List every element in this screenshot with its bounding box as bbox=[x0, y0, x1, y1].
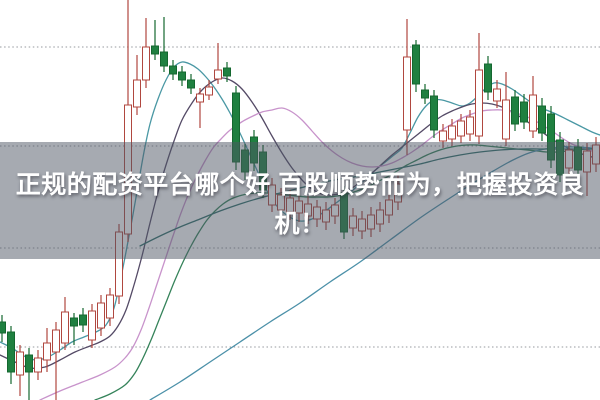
candle-up bbox=[43, 342, 51, 361]
candle-up bbox=[475, 69, 483, 137]
candle-down bbox=[151, 45, 159, 55]
candle-down bbox=[70, 317, 78, 327]
candle-up bbox=[16, 351, 24, 376]
candle-down bbox=[412, 44, 420, 85]
headline-line-1: 正规的配资平台哪个好 百股顺势而为，把握投资良 bbox=[15, 170, 585, 199]
candle-down bbox=[178, 71, 186, 81]
candle-up bbox=[142, 46, 150, 81]
headline-line-2: 机！ bbox=[274, 209, 326, 238]
candle-down bbox=[421, 89, 429, 99]
candle-up bbox=[88, 310, 96, 341]
candle-down bbox=[520, 101, 528, 123]
headline-overlay: 正规的配资平台哪个好 百股顺势而为，把握投资良 机！ bbox=[0, 142, 600, 259]
candle-up bbox=[457, 120, 465, 137]
candle-up bbox=[34, 357, 42, 373]
candle-down bbox=[430, 95, 438, 131]
candle-up bbox=[214, 69, 222, 80]
candle-up bbox=[106, 294, 114, 319]
candle-down bbox=[538, 105, 546, 134]
candle-up bbox=[439, 130, 447, 142]
candle-down bbox=[0, 321, 6, 334]
candle-up bbox=[133, 79, 141, 108]
candle-up bbox=[52, 329, 60, 353]
candle-up bbox=[529, 94, 537, 132]
candle-up bbox=[97, 302, 105, 329]
candle-down bbox=[511, 96, 519, 125]
candle-down bbox=[187, 79, 195, 89]
candle-down bbox=[7, 331, 15, 373]
candle-down bbox=[79, 314, 87, 326]
candle-up bbox=[448, 125, 456, 140]
candle-down bbox=[160, 51, 168, 67]
candle-up bbox=[205, 86, 213, 96]
candle-down bbox=[169, 65, 177, 75]
candle-up bbox=[466, 116, 474, 135]
candle-up bbox=[502, 99, 510, 140]
candle-up bbox=[403, 56, 411, 131]
candle-down bbox=[25, 354, 33, 373]
candle-down bbox=[223, 67, 231, 77]
candle-up bbox=[493, 88, 501, 102]
candle-up bbox=[61, 311, 69, 344]
candle-up bbox=[196, 93, 204, 103]
candle-down bbox=[484, 63, 492, 93]
